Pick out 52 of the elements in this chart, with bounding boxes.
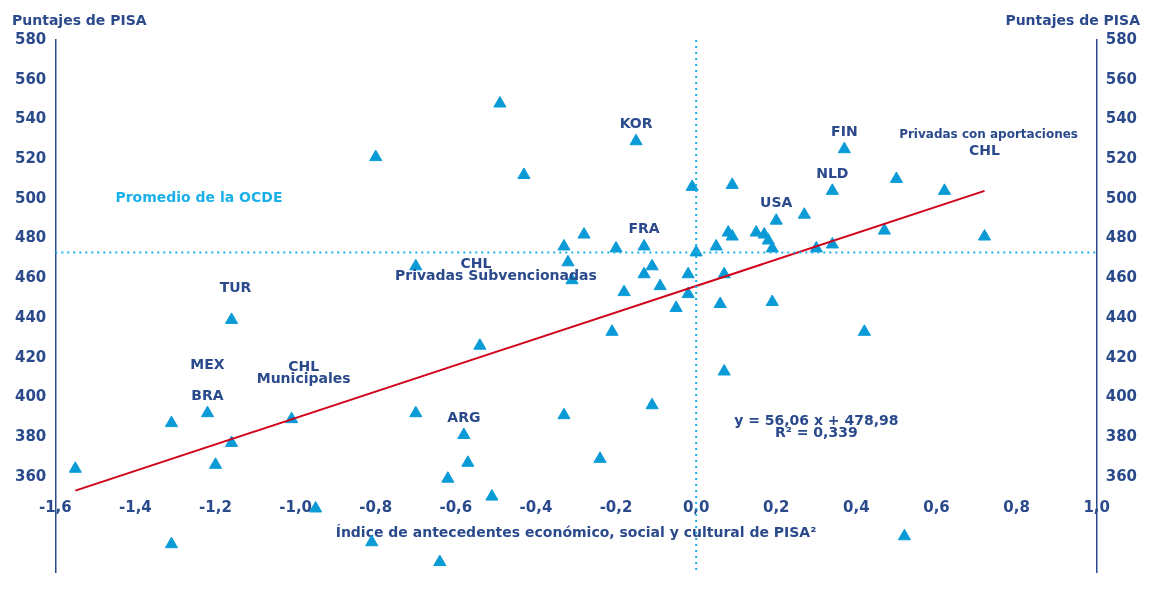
annotation: FIN — [831, 122, 858, 139]
y-tick-label: 560 — [15, 69, 47, 88]
y-tick-label: 540 — [15, 109, 47, 128]
y-axis-title: Puntajes de PISA — [12, 11, 147, 28]
x-axis-title: Índice de antecedentes económico, social y cultural de PISA² — [335, 523, 817, 540]
y-tick-label: 500 — [15, 188, 47, 207]
annotation: NLD — [816, 164, 849, 181]
y2-tick-label: 480 — [1105, 228, 1137, 247]
y-tick-label: 360 — [15, 466, 47, 485]
annotation: FRA — [628, 220, 660, 237]
y2-tick-label: 380 — [1105, 426, 1137, 445]
y-tick-label: 460 — [15, 268, 47, 287]
annotation: KOR — [619, 114, 653, 131]
x-tick-label: 0,8 — [1003, 498, 1030, 517]
y2-axis-title: Puntajes de PISA — [1005, 11, 1141, 28]
y2-tick-label: 500 — [1105, 188, 1137, 207]
y2-tick-label: 460 — [1105, 268, 1137, 287]
x-tick-label: 0,6 — [923, 498, 950, 517]
y-tick-label: 580 — [15, 29, 47, 48]
annotation: TUR — [219, 278, 252, 295]
annotation: MEX — [190, 356, 225, 373]
x-tick-label: -0,4 — [519, 498, 553, 517]
annotation: USA — [760, 194, 793, 211]
y-tick-label: 400 — [15, 387, 47, 406]
x-tick-label: -1,4 — [119, 498, 152, 517]
y-tick-label: 520 — [15, 149, 47, 167]
y2-tick-label: 360 — [1105, 466, 1137, 485]
y2-tick-label: 400 — [1105, 387, 1137, 406]
y2-tick-label: 580 — [1105, 29, 1137, 48]
x-tick-label: -0,6 — [439, 498, 473, 517]
x-tick-label: 0,2 — [762, 498, 790, 517]
annotation: ARG — [447, 408, 481, 425]
y-tick-label: 480 — [15, 228, 47, 247]
y2-tick-label: 440 — [1105, 307, 1137, 326]
annotation: BRA — [191, 386, 224, 403]
x-tick-label: 0,0 — [682, 498, 710, 517]
annotation: CHL — [460, 254, 492, 271]
y-tick-label: 420 — [15, 347, 47, 366]
y2-tick-label: 420 — [1105, 347, 1137, 366]
x-tick-label: -1,2 — [199, 498, 232, 517]
x-tick-label: -0,2 — [599, 498, 633, 517]
x-tick-label: 0,4 — [843, 498, 870, 517]
ref-line-label: Promedio de la OCDE — [115, 189, 283, 206]
y2-tick-label: 560 — [1105, 69, 1137, 88]
x-tick-label: -0,8 — [359, 498, 393, 517]
y-tick-label: 380 — [15, 426, 47, 445]
x-tick-label: -1,0 — [279, 498, 313, 517]
y-tick-label: 440 — [15, 307, 47, 326]
annotation: CHL — [969, 141, 1001, 158]
annotation: Privadas con aportaciones — [899, 127, 1078, 142]
y2-tick-label: 520 — [1105, 149, 1137, 167]
y2-tick-label: 540 — [1105, 109, 1137, 128]
